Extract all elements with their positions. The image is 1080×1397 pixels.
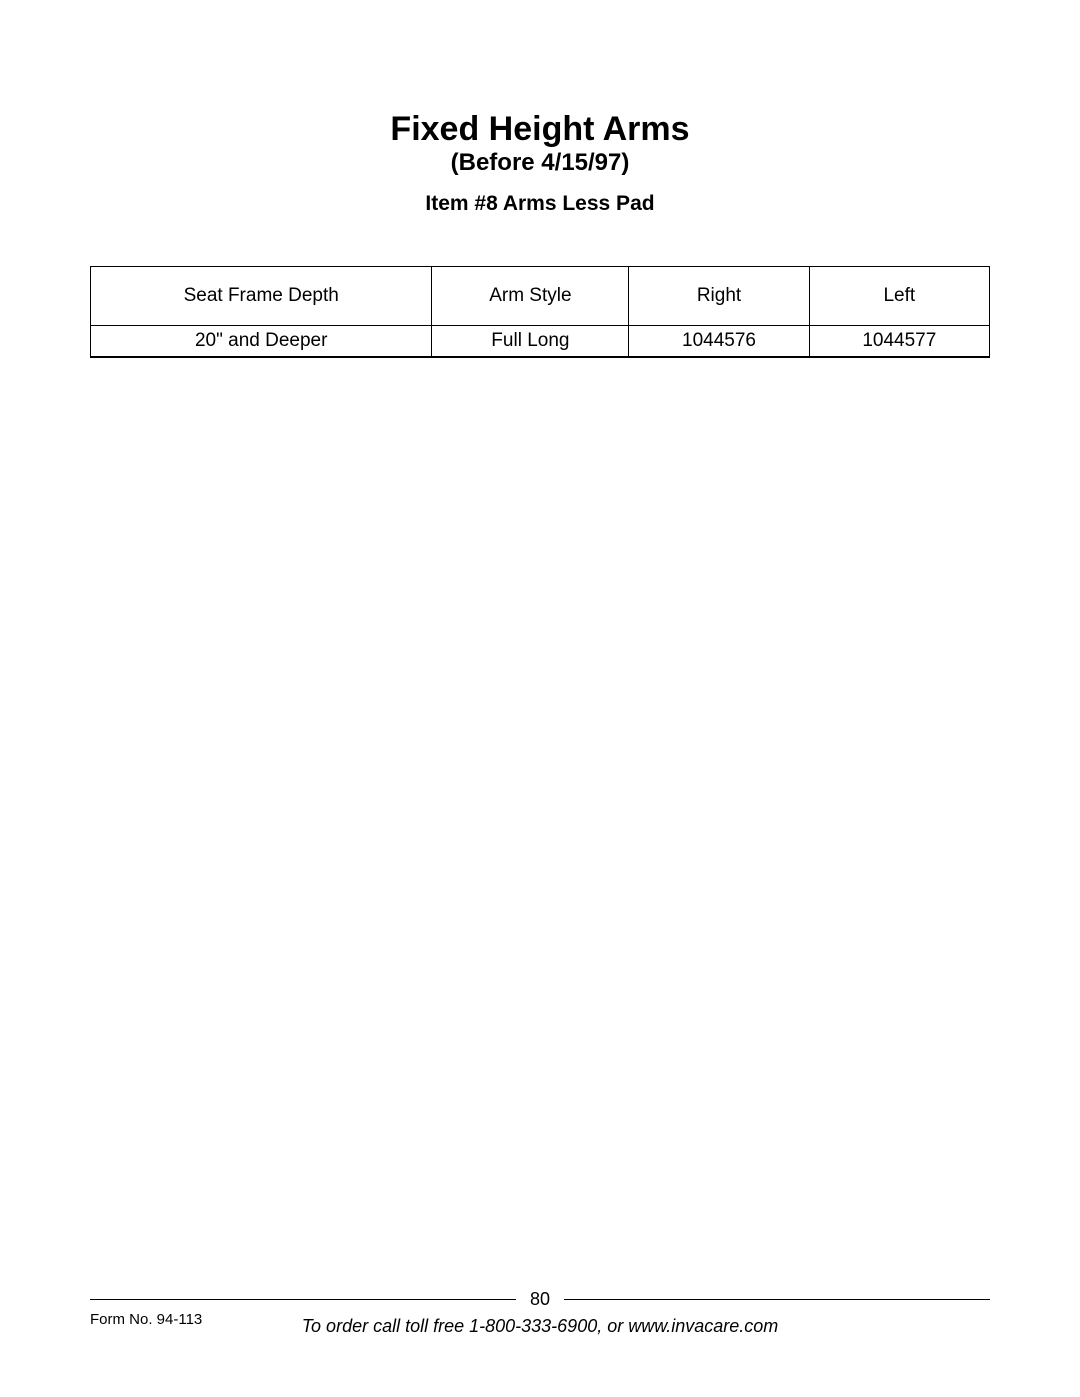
page: Fixed Height Arms (Before 4/15/97) Item … bbox=[0, 0, 1080, 1397]
table-header-row: Seat Frame Depth Arm Style Right Left bbox=[91, 266, 990, 325]
order-line: To order call toll free 1-800-333-6900, … bbox=[90, 1316, 990, 1337]
page-title: Fixed Height Arms bbox=[90, 110, 990, 149]
col-header: Arm Style bbox=[432, 266, 629, 325]
page-number: 80 bbox=[530, 1289, 550, 1310]
page-footer: 80 Form No. 94-113 To order call toll fr… bbox=[90, 1289, 990, 1337]
table-cell: 1044577 bbox=[809, 325, 989, 357]
footer-rule-right bbox=[564, 1299, 990, 1300]
table-row: 20" and Deeper Full Long 1044576 1044577 bbox=[91, 325, 990, 357]
page-subtitle: (Before 4/15/97) bbox=[90, 149, 990, 178]
col-header: Left bbox=[809, 266, 989, 325]
header-block: Fixed Height Arms (Before 4/15/97) Item … bbox=[90, 110, 990, 216]
table-cell: 1044576 bbox=[629, 325, 809, 357]
parts-table: Seat Frame Depth Arm Style Right Left 20… bbox=[90, 266, 990, 358]
item-line: Item #8 Arms Less Pad bbox=[90, 192, 990, 216]
table-cell: 20" and Deeper bbox=[91, 325, 432, 357]
col-header: Right bbox=[629, 266, 809, 325]
col-header: Seat Frame Depth bbox=[91, 266, 432, 325]
page-number-row: 80 bbox=[90, 1289, 990, 1310]
form-number: Form No. 94-113 bbox=[90, 1311, 202, 1328]
table-cell: Full Long bbox=[432, 325, 629, 357]
footer-rule-left bbox=[90, 1299, 516, 1300]
